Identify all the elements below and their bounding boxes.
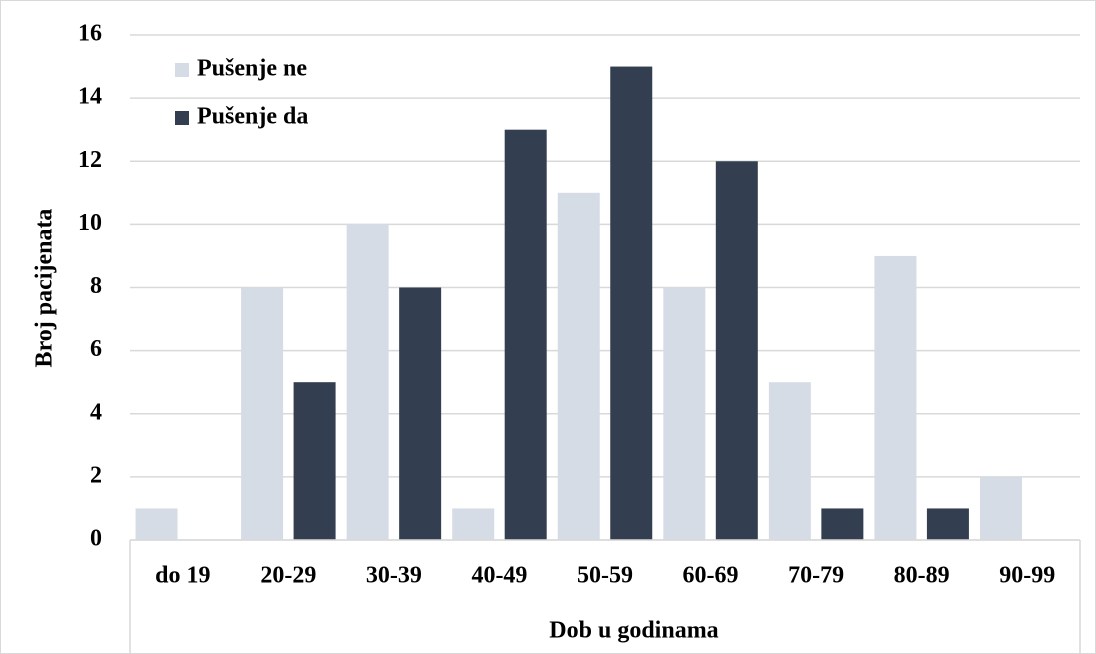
x-tick-label: 90-99 [999, 563, 1055, 589]
bar [135, 508, 178, 540]
y-tick-label: 2 [90, 462, 102, 488]
bar [926, 508, 969, 540]
y-tick-label: 8 [90, 273, 102, 299]
bar [399, 287, 442, 540]
x-tick-label: 30-39 [366, 563, 422, 589]
legend-label: Pušenje da [197, 104, 308, 130]
bar [610, 66, 653, 540]
bar [293, 382, 336, 540]
bar [663, 287, 706, 540]
x-tick-label: 40-49 [471, 563, 527, 589]
x-tick-label: 50-59 [577, 563, 633, 589]
x-axis-title: Dob u godinama [549, 618, 718, 644]
bar [768, 382, 811, 540]
legend-swatch [175, 63, 189, 77]
legend-label: Pušenje ne [197, 56, 307, 82]
bar [979, 476, 1022, 540]
x-tick-label: 70-79 [788, 563, 844, 589]
legend-swatch [175, 111, 189, 125]
y-tick-label: 0 [90, 526, 102, 552]
y-tick-label: 6 [90, 336, 102, 362]
bar [452, 508, 495, 540]
y-tick-label: 4 [90, 399, 102, 425]
bar [557, 192, 600, 540]
bar [874, 255, 917, 540]
bar [504, 129, 547, 540]
y-tick-label: 16 [78, 21, 102, 47]
y-axis-title: Broj pacijenata [32, 209, 58, 368]
bar [346, 224, 389, 540]
x-tick-label: 60-69 [683, 563, 739, 589]
bar [241, 287, 284, 540]
bar [821, 508, 864, 540]
y-tick-label: 10 [78, 210, 102, 236]
x-tick-label: do 19 [155, 563, 210, 589]
x-tick-label: 80-89 [894, 563, 950, 589]
x-tick-label: 20-29 [260, 563, 316, 589]
y-tick-label: 14 [78, 84, 102, 110]
bar [715, 161, 758, 540]
y-tick-label: 12 [78, 147, 102, 173]
